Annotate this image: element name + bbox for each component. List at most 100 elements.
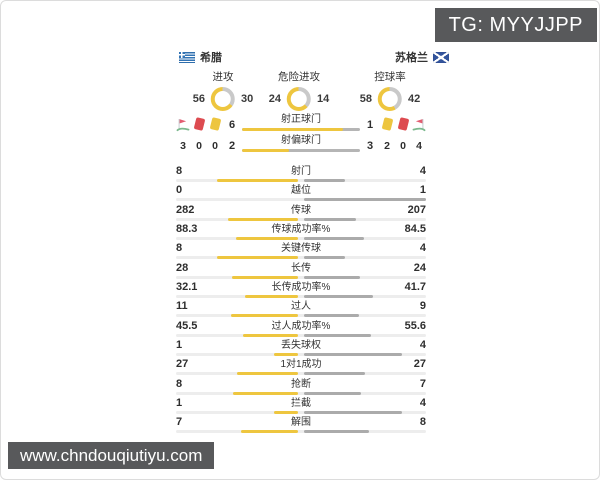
donut-values-row: 24 14 (268, 87, 329, 111)
stat-row: 0 越位 1 (176, 184, 426, 202)
stat-bar-track (176, 314, 426, 318)
shot-home-value: 6 (228, 119, 236, 131)
shot-bar-track (242, 128, 360, 131)
shot-bar-label: 射偏球门 (281, 135, 321, 146)
stat-bar-away-fill (304, 353, 402, 357)
stat-bar-away-fill (304, 237, 364, 241)
stat-row: 28 长传 24 (176, 261, 426, 279)
stat-row: 8 抢断 7 (176, 377, 426, 395)
stat-bar-track (176, 179, 426, 182)
shot-row: 3 0 0 2 射偏球门 3 2 0 4 (176, 135, 426, 152)
discipline-away-value: 4 (416, 140, 422, 152)
stat-row: 11 过人 9 (176, 300, 426, 318)
greece-flag-icon (179, 51, 195, 63)
stat-bar-home-fill (243, 333, 298, 337)
stat-bar-home-fill (233, 391, 298, 395)
shot-away-value: 1 (366, 119, 374, 131)
stat-label: 越位 (291, 185, 311, 197)
stat-row: 32.1 长传成功率% 41.7 (176, 281, 426, 299)
stat-label: 解围 (291, 417, 311, 429)
stat-row: 27 1对1成功 27 (176, 359, 426, 376)
stat-label: 丢失球权 (281, 340, 321, 352)
stat-bar-track (176, 256, 426, 260)
discipline-home-icon (176, 118, 190, 132)
stat-bar-home-fill (228, 217, 298, 221)
stat-bar-home-fill (245, 295, 298, 299)
stat-row: 88.3 传球成功率% 84.5 (176, 223, 426, 241)
stat-bar-away-fill (304, 217, 356, 221)
stat-bar-home-fill (217, 179, 298, 182)
stat-label: 射门 (291, 166, 311, 177)
stat-away-value: 8 (419, 416, 426, 429)
stat-bar-track (176, 391, 426, 395)
stat-bar-away-fill (304, 314, 359, 318)
donut-title: 控球率 (374, 71, 406, 83)
corner-flag-icon (176, 119, 190, 132)
stat-away-value: 207 (407, 203, 426, 216)
stat-away-value: 55.6 (404, 319, 426, 332)
shot-home-value: 2 (228, 140, 236, 152)
stat-bar-away-fill (304, 411, 402, 415)
stat-label: 1对1成功 (280, 359, 322, 371)
discipline-away-icon (412, 118, 426, 132)
team-home: 希腊 (179, 49, 222, 65)
corner-flag-icon (412, 119, 426, 132)
stat-away-value: 4 (419, 165, 426, 177)
stats-section: 8 射门 4 0 越位 1 282 传球 207 88.3 传球成功率% 84.5 8 关键传球 4 28 长传… (176, 166, 426, 437)
discipline-away (380, 117, 426, 132)
donut-away-value: 30 (241, 93, 254, 105)
stat-bar-home-fill (217, 256, 298, 260)
stat-home-value: 1 (176, 339, 183, 352)
stat-bar-track (176, 217, 426, 221)
shot-bar-track (242, 149, 360, 152)
stat-row: 8 射门 4 (176, 166, 426, 182)
stat-home-value: 0 (176, 184, 183, 197)
watermark-site: www.chndouqiutiyu.com (8, 442, 215, 469)
stat-away-value: 41.7 (404, 281, 426, 294)
red-card-icon (397, 117, 409, 131)
shot-bar-label: 射正球门 (281, 114, 321, 125)
discipline-away-icon (396, 117, 410, 131)
stat-bar-away-fill (304, 275, 360, 279)
stat-away-value: 9 (419, 300, 426, 313)
scotland-flag-icon (433, 51, 449, 63)
stat-label: 抢断 (291, 378, 311, 390)
donut-chart (211, 87, 235, 111)
stat-bar-home-fill (274, 411, 298, 415)
stat-home-value: 8 (176, 377, 183, 390)
stat-row: 282 传球 207 (176, 203, 426, 221)
donut-chart (378, 87, 402, 111)
stat-label: 传球 (291, 204, 311, 216)
stat-home-value: 32.1 (176, 281, 198, 294)
stat-label: 长传 (291, 262, 311, 274)
discipline-home-value: 0 (196, 140, 202, 152)
stat-away-value: 4 (419, 397, 426, 410)
discipline-home-value: 0 (212, 140, 218, 152)
stat-bar-home-fill (236, 237, 298, 241)
shot-bar-home-fill (242, 128, 344, 131)
donut-home-value: 24 (268, 93, 281, 105)
stat-bar-away-fill (304, 333, 371, 337)
stat-away-value: 24 (413, 261, 426, 274)
donut-title: 进攻 (212, 71, 234, 83)
stat-row: 7 解围 8 (176, 416, 426, 434)
stat-home-value: 11 (176, 300, 188, 313)
stat-bar-away-fill (304, 198, 426, 202)
donut-group: 进攻 56 30 (192, 71, 254, 111)
stat-label: 传球成功率% (271, 224, 331, 236)
stat-bar-track (176, 275, 426, 279)
stat-bar-track (176, 430, 426, 434)
donut-chart (287, 87, 311, 111)
stat-bar-track (176, 333, 426, 337)
stat-away-value: 1 (419, 184, 426, 197)
donut-group: 控球率 58 42 (360, 71, 420, 111)
team-away-name: 苏格兰 (395, 52, 428, 64)
stat-away-value: 4 (419, 242, 426, 255)
discipline-home-icon (208, 117, 222, 131)
donut-home-value: 56 (192, 93, 205, 105)
stat-label: 关键传球 (281, 243, 321, 255)
stat-home-value: 88.3 (176, 223, 198, 236)
stat-bar-away-fill (304, 295, 373, 299)
team-home-name: 希腊 (200, 52, 222, 64)
